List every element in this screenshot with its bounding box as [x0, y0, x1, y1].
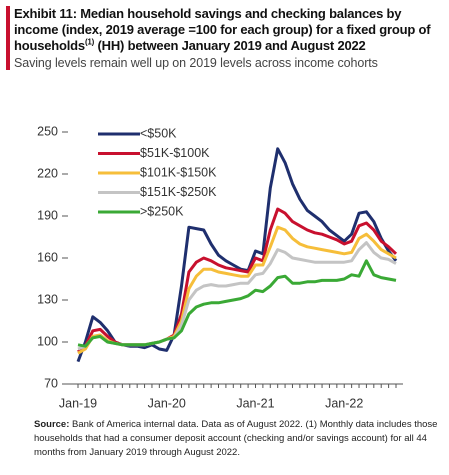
source-note: Source: Bank of America internal data. D…	[34, 418, 439, 460]
legend-label: <$50K	[140, 126, 177, 140]
legend-label: $51K-$100K	[140, 146, 210, 160]
y-tick-label: 130	[37, 292, 58, 306]
series-line	[77, 259, 397, 348]
chart-title: Exhibit 11: Median household savings and…	[14, 6, 446, 54]
header: Exhibit 11: Median household savings and…	[6, 6, 446, 70]
title-text: Exhibit 11: Median household savings and…	[14, 6, 431, 53]
series-line	[77, 241, 397, 351]
series-line	[77, 207, 398, 353]
title-note: (1)	[84, 37, 95, 47]
subtitle: Saving levels remain well up on 2019 lev…	[14, 56, 378, 70]
y-tick-label: 100	[37, 334, 58, 348]
legend-label: >$250K	[140, 204, 184, 218]
source-label: Source:	[34, 419, 70, 430]
x-tick-label: Jan-20	[148, 396, 186, 410]
legend-label: $151K-$250K	[140, 185, 217, 199]
series-line	[77, 225, 397, 355]
x-tick-label: Jan-21	[236, 396, 274, 410]
series-line	[76, 147, 398, 363]
title-text: (HH) between January 2019 and August 202…	[94, 38, 366, 53]
y-tick-label: 250	[37, 124, 58, 138]
legend-label: $101K-$150K	[140, 165, 217, 179]
y-tick-label: 70	[44, 376, 58, 390]
y-tick-label: 160	[37, 250, 58, 264]
source-text: Bank of America internal data. Data as o…	[34, 419, 438, 458]
y-tick-label: 190	[37, 208, 58, 222]
x-tick-label: Jan-19	[59, 396, 97, 410]
x-tick-label: Jan-22	[325, 396, 363, 410]
chart: 70 100 130 160 190 220 250 Jan-19 Jan-20 Jan-21 Ja…	[37, 124, 403, 410]
y-tick-label: 220	[37, 166, 58, 180]
